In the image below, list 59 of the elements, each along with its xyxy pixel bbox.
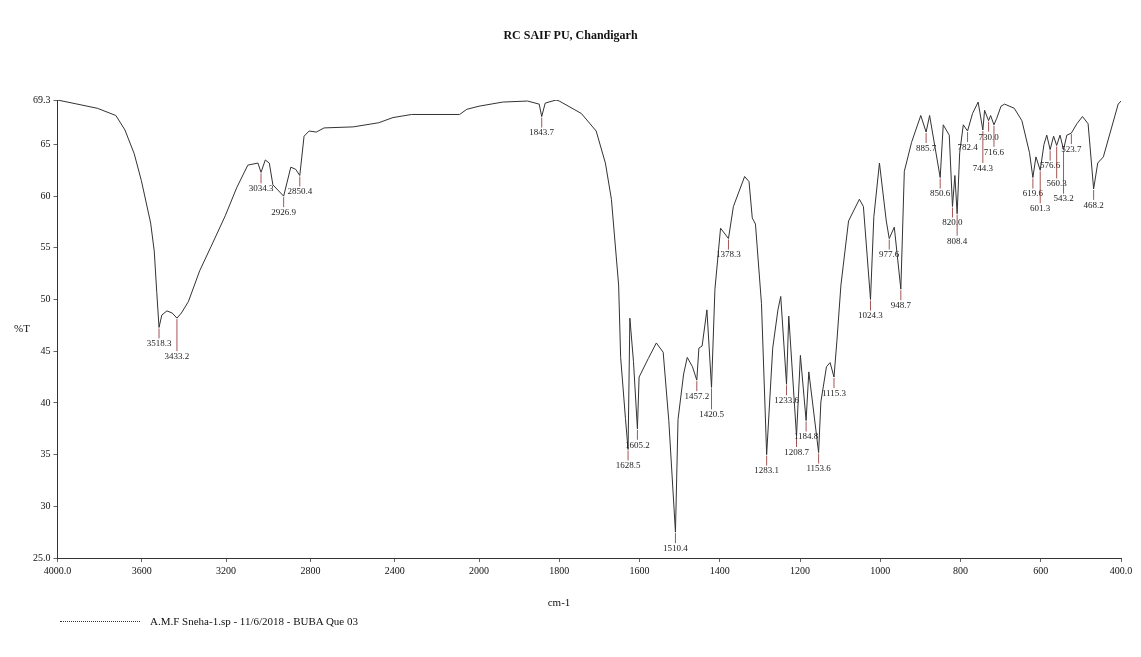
annotation: 885.7 [915, 142, 937, 153]
annotation: 601.3 [1030, 203, 1051, 214]
annotation: 1283.1 [754, 465, 780, 476]
y-tick-label: 40 [40, 396, 51, 408]
annotation: 1153.6 [806, 463, 832, 474]
annotation: 948.7 [890, 300, 912, 311]
annotation: 1024.3 [858, 310, 884, 321]
y-tick-label: 65 [40, 138, 51, 150]
annotation: 1457.2 [684, 391, 710, 402]
annotation: 716.6 [983, 146, 1005, 157]
chart-title: RC SAIF PU, Chandigarh [502, 28, 639, 43]
x-tick-label: 600 [1033, 564, 1049, 576]
annotation: 850.6 [930, 188, 951, 199]
annotation: 1510.4 [663, 543, 689, 554]
x-axis-title: cm-1 [547, 596, 571, 609]
text: A.M.F Sneha-1.sp - 11/6/2018 - BUBA Que 03 [150, 615, 358, 627]
x-tick-label: 1200 [790, 564, 810, 576]
annotation: 468.2 [1083, 199, 1104, 210]
x-tick-label: 2000 [469, 564, 489, 576]
x-tick-label: 2800 [300, 564, 321, 576]
annotation: 977.6 [879, 249, 900, 260]
annotation: 730.0 [978, 131, 1000, 142]
annotation: 820.0 [942, 217, 964, 228]
x-tick-label: 1400 [709, 564, 730, 576]
annotation: 2850.4 [287, 186, 313, 197]
annotation: 1628.5 [615, 460, 641, 471]
annotation: 744.3 [972, 162, 994, 173]
annotation: 543.2 [1053, 193, 1074, 204]
x-tick-label: 1800 [549, 564, 570, 576]
annotation: 3034.3 [248, 183, 274, 194]
x-tick-label: 400.0 [1109, 564, 1133, 576]
x-tick-label: 1000 [870, 564, 891, 576]
y-tick-label: 30 [40, 499, 51, 511]
annotation: 2926.9 [271, 207, 297, 218]
annotation: 1115.3 [821, 387, 847, 398]
annotation: 1420.5 [699, 409, 725, 420]
x-tick-label: 3200 [216, 564, 237, 576]
x-tick-label: 1600 [629, 564, 650, 576]
y-tick-label: 25.0 [33, 551, 51, 563]
y-tick-label: 55 [40, 241, 51, 253]
x-tick-label: 4000.0 [43, 564, 72, 576]
y-tick-label: 50 [40, 293, 51, 305]
annotation: 3433.2 [164, 351, 190, 361]
y-tick-label: 35 [40, 448, 51, 460]
annotation: 1208.7 [784, 446, 810, 457]
annotation: 523.7 [1061, 143, 1082, 154]
x-tick-label: 800 [953, 564, 968, 576]
annotation: 1378.3 [716, 249, 742, 260]
annotation: 3518.3 [146, 338, 172, 349]
x-tick-label: 3600 [131, 564, 152, 576]
annotation: 1843.7 [529, 127, 555, 138]
y-axis-title: %T [14, 321, 31, 334]
annotation: 619.6 [1022, 188, 1044, 199]
x-tick-label: 2400 [384, 564, 405, 576]
y-tick-label: 60 [40, 189, 51, 201]
annotation: 808.4 [947, 235, 968, 246]
y-tick-label: 45 [40, 344, 51, 356]
y-tick-label: 69.3 [33, 93, 51, 105]
annotation: 782.4 [957, 141, 979, 152]
